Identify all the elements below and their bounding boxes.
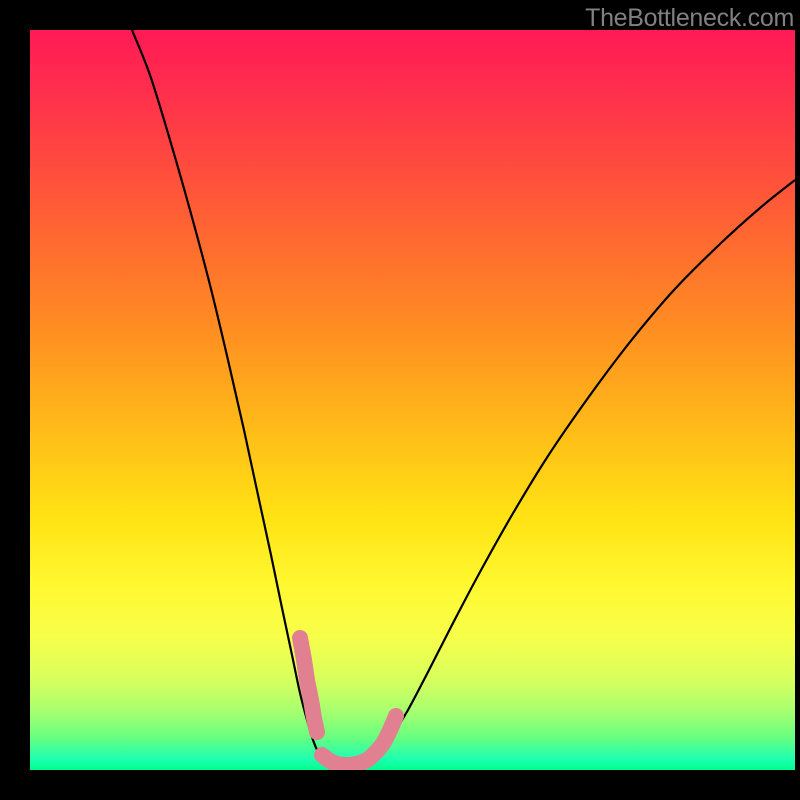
highlight-segment-0: [300, 638, 317, 732]
highlight-segment-1: [322, 716, 396, 765]
watermark-text: TheBottleneck.com: [585, 4, 794, 33]
bottleneck-curve-svg: [0, 0, 800, 800]
v-curve: [132, 30, 795, 766]
